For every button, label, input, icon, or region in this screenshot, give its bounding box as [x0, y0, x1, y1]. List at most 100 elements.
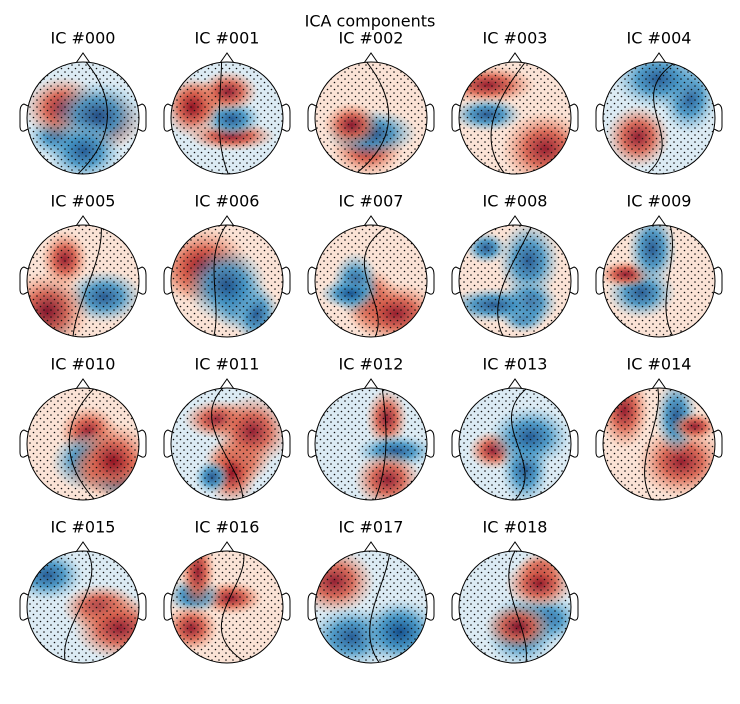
topomap	[307, 541, 435, 664]
head-outline	[26, 61, 140, 175]
sensors	[315, 62, 427, 174]
right-ear	[569, 266, 579, 295]
head-outline	[314, 224, 428, 338]
topomap	[19, 52, 147, 175]
right-ear	[569, 592, 579, 621]
head-map	[315, 388, 427, 500]
nose	[75, 541, 91, 553]
nose	[507, 52, 523, 64]
left-ear	[595, 429, 605, 458]
nose	[651, 215, 667, 227]
sensors	[171, 225, 283, 337]
left-ear	[307, 266, 317, 295]
head-map	[603, 388, 715, 500]
left-ear	[19, 103, 29, 132]
component-title: IC #011	[195, 355, 260, 374]
head-outline	[458, 387, 572, 501]
sensors	[459, 388, 571, 500]
component-title: IC #001	[195, 29, 260, 48]
nose	[219, 378, 235, 390]
head-outline	[26, 224, 140, 338]
nose	[363, 215, 379, 227]
head-outline	[26, 550, 140, 664]
nose	[75, 215, 91, 227]
topomap	[163, 52, 291, 175]
left-ear	[307, 103, 317, 132]
nose	[507, 215, 523, 227]
right-ear	[281, 103, 291, 132]
sensors	[603, 62, 715, 174]
component-title: IC #013	[483, 355, 548, 374]
component-title: IC #002	[339, 29, 404, 48]
head-map	[171, 62, 283, 174]
head-outline	[458, 61, 572, 175]
nose	[75, 52, 91, 64]
component-title: IC #003	[483, 29, 548, 48]
right-ear	[425, 266, 435, 295]
left-ear	[19, 592, 29, 621]
head-outline	[170, 387, 284, 501]
topomap	[451, 215, 579, 338]
head-map	[171, 225, 283, 337]
head-map	[315, 551, 427, 663]
head-map	[27, 551, 139, 663]
head-map	[603, 225, 715, 337]
head-map	[459, 62, 571, 174]
topomap	[595, 52, 723, 175]
sensors	[315, 388, 427, 500]
head-map	[27, 62, 139, 174]
sensors	[459, 62, 571, 174]
sensors	[603, 388, 715, 500]
topomap	[595, 378, 723, 501]
head-map	[315, 62, 427, 174]
right-ear	[569, 429, 579, 458]
right-ear	[425, 103, 435, 132]
head-outline	[602, 61, 716, 175]
head-map	[459, 225, 571, 337]
right-ear	[281, 429, 291, 458]
head-outline	[170, 224, 284, 338]
nose	[363, 52, 379, 64]
sensors	[603, 225, 715, 337]
nose	[219, 52, 235, 64]
left-ear	[451, 103, 461, 132]
component-title: IC #009	[627, 192, 692, 211]
topomap	[163, 215, 291, 338]
left-ear	[451, 592, 461, 621]
head-outline	[314, 550, 428, 664]
topomap	[595, 215, 723, 338]
head-outline	[170, 550, 284, 664]
sensors	[171, 62, 283, 174]
nose	[507, 541, 523, 553]
topomap	[163, 378, 291, 501]
topomap	[19, 541, 147, 664]
left-ear	[19, 429, 29, 458]
nose	[363, 541, 379, 553]
right-ear	[713, 429, 723, 458]
component-title: IC #005	[51, 192, 116, 211]
head-map	[459, 551, 571, 663]
sensors	[27, 62, 139, 174]
nose	[363, 378, 379, 390]
right-ear	[713, 266, 723, 295]
nose	[507, 378, 523, 390]
head-outline	[458, 550, 572, 664]
head-outline	[458, 224, 572, 338]
topomap	[451, 52, 579, 175]
head-outline	[314, 61, 428, 175]
nose	[219, 541, 235, 553]
sensors	[27, 551, 139, 663]
left-ear	[307, 429, 317, 458]
topomap	[19, 378, 147, 501]
figure-title: ICA components	[305, 12, 436, 31]
right-ear	[425, 592, 435, 621]
component-title: IC #010	[51, 355, 116, 374]
sensors	[171, 551, 283, 663]
component-title: IC #016	[195, 518, 260, 537]
left-ear	[163, 592, 173, 621]
head-map	[459, 388, 571, 500]
left-ear	[307, 592, 317, 621]
component-title: IC #000	[51, 29, 116, 48]
right-ear	[137, 429, 147, 458]
